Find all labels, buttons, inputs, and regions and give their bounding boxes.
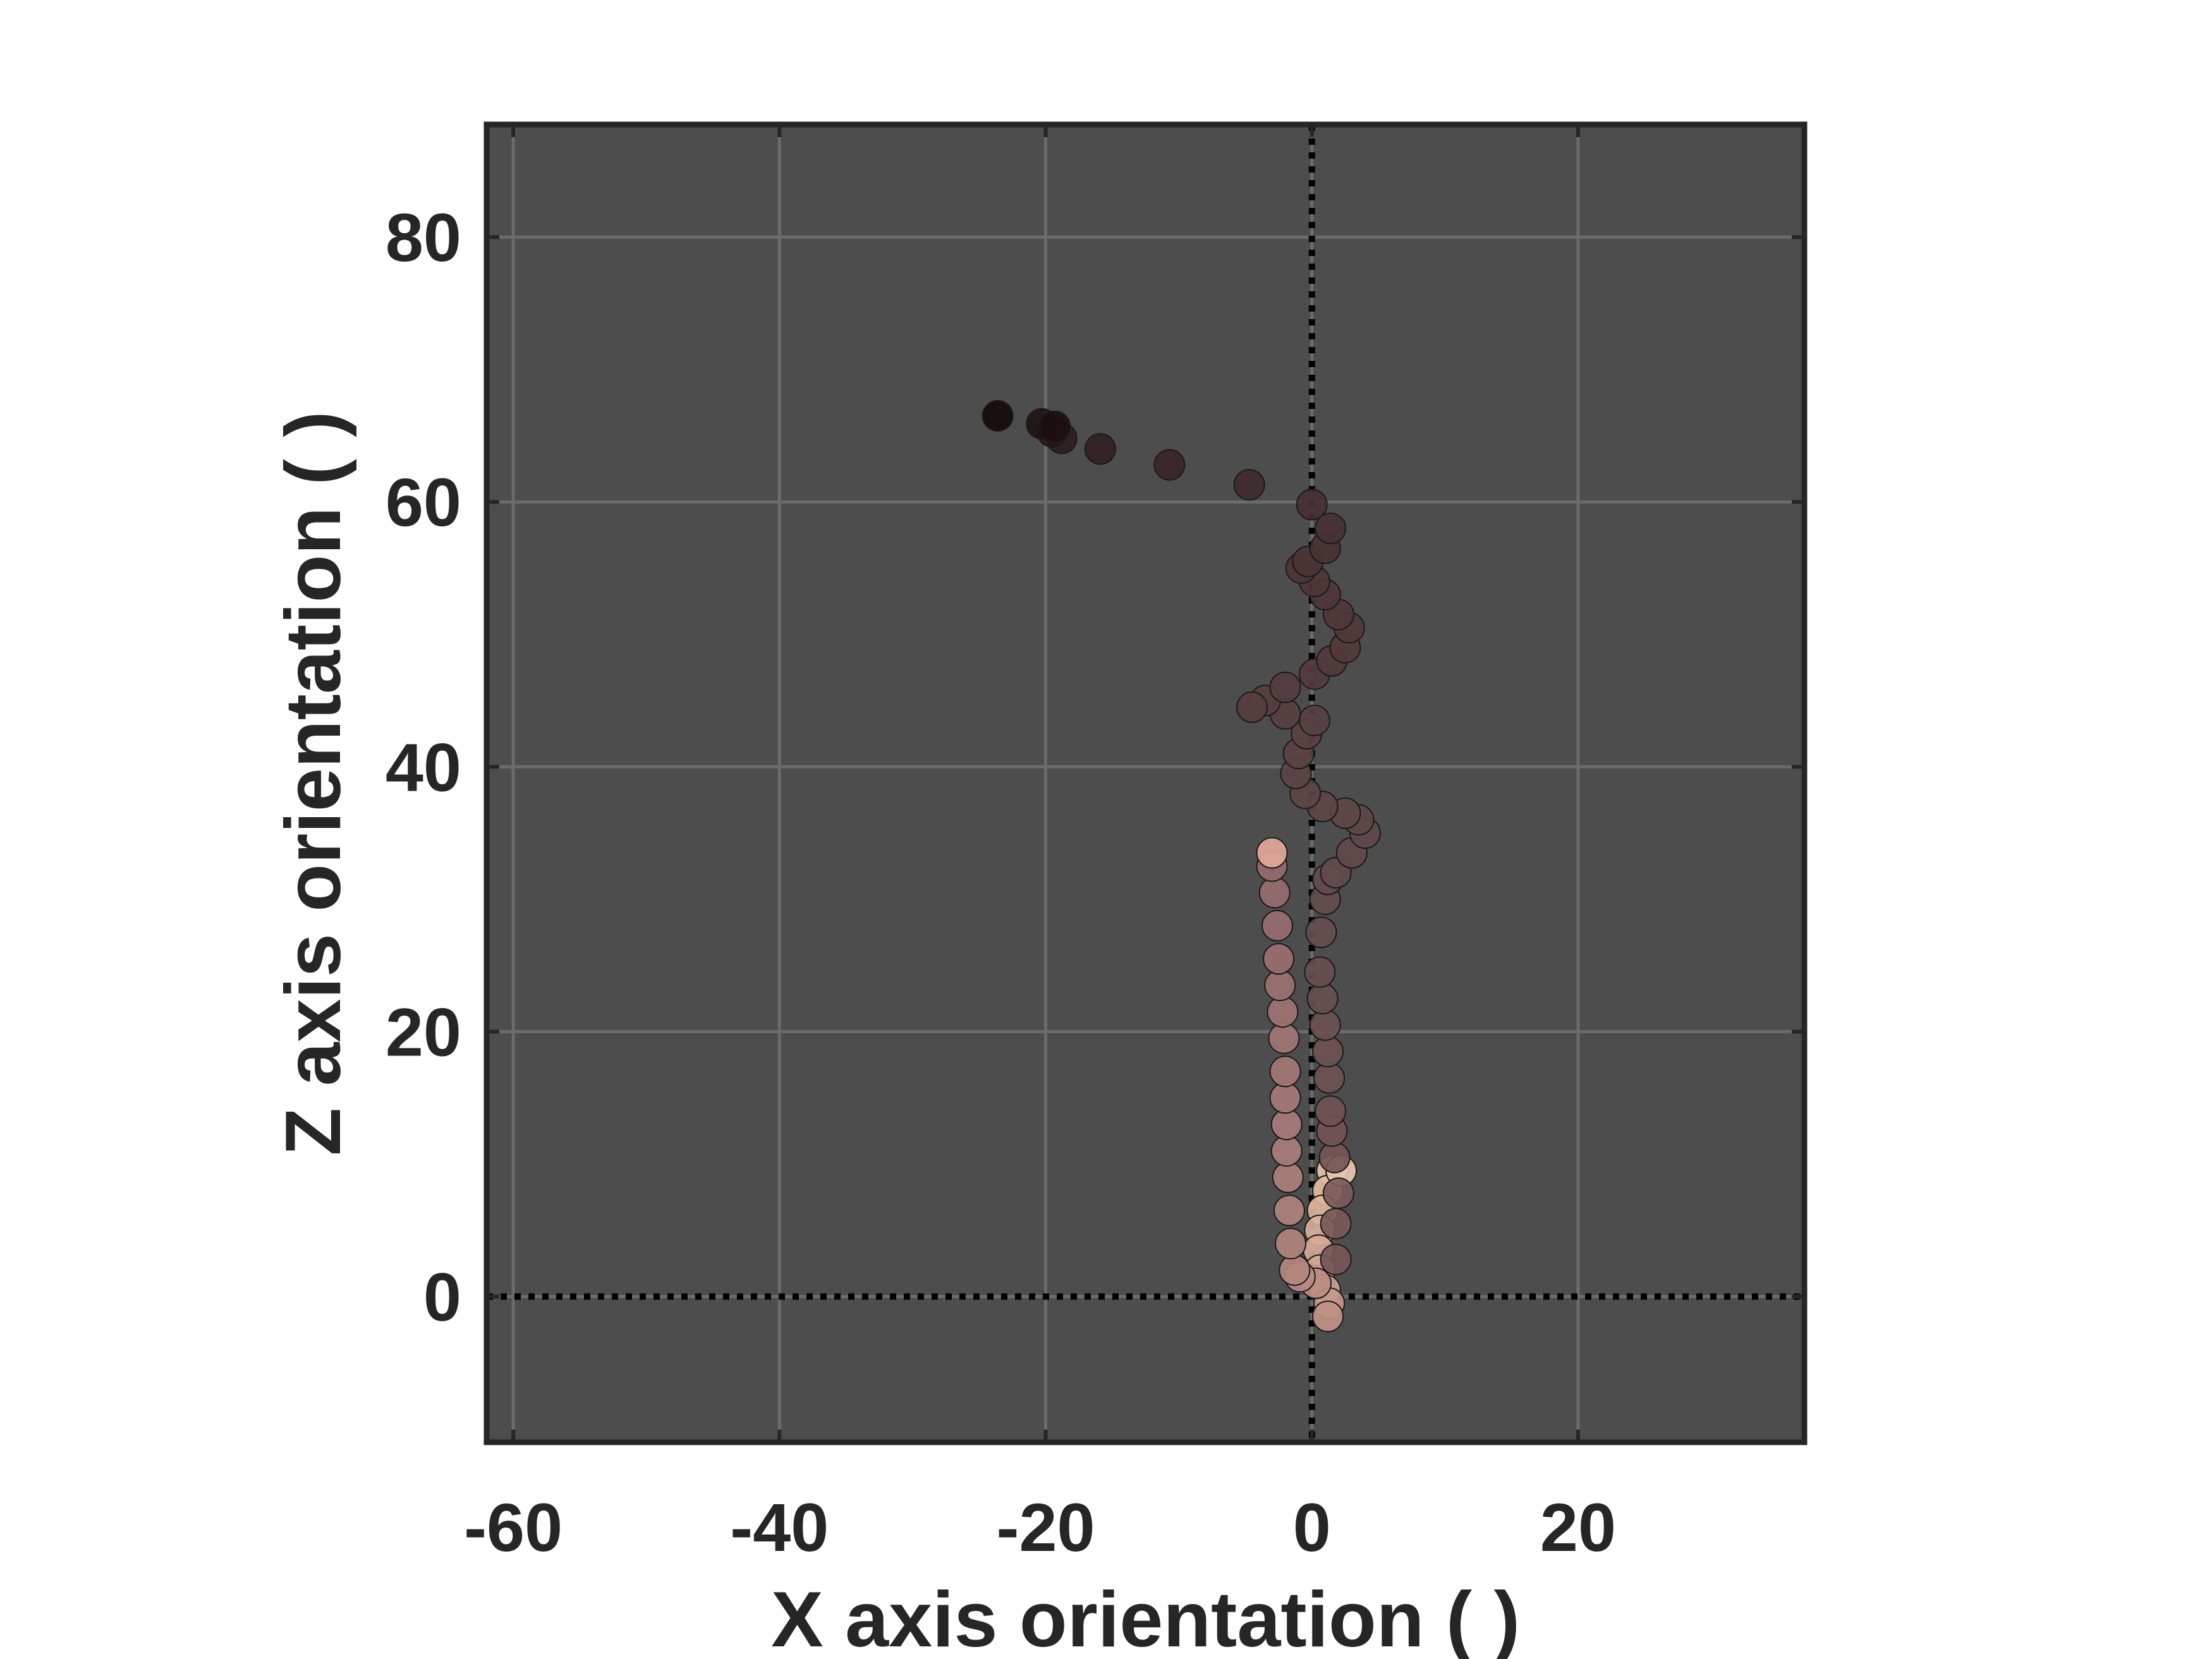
tick-marks: [487, 125, 1804, 1442]
data-point: [1279, 1254, 1311, 1286]
data-point: [1039, 410, 1071, 442]
data-point: [1256, 837, 1288, 869]
data-point: [1233, 468, 1265, 501]
y-tick-label: 0: [423, 1258, 461, 1335]
data-point: [1270, 1134, 1303, 1167]
data-point: [1273, 1194, 1305, 1227]
data-point: [1315, 513, 1347, 545]
data-point: [1322, 1177, 1354, 1210]
data-point: [1236, 691, 1268, 724]
data-point: [1296, 489, 1328, 521]
data-point: [1298, 704, 1330, 736]
data-point: [1261, 909, 1293, 942]
x-tick-labels: -60 -40 -20 0 20: [464, 1489, 1616, 1565]
y-tick-label: 60: [386, 464, 461, 540]
data-point: [1312, 1035, 1344, 1067]
data-point: [981, 400, 1014, 432]
data-point: [1304, 956, 1336, 988]
data-point: [1305, 916, 1337, 949]
y-axis-label: Z axis orientation ( ): [270, 411, 357, 1155]
x-axis-label: X axis orientation ( ): [771, 1576, 1520, 1659]
data-point: [1270, 1109, 1303, 1141]
data-point: [1269, 1055, 1301, 1088]
plot-frame: [483, 121, 1808, 1445]
data-point: [1269, 671, 1301, 703]
data-point: [1267, 995, 1299, 1028]
x-tick-label: -40: [730, 1489, 829, 1565]
x-tick-label: 0: [1293, 1489, 1331, 1565]
data-point: [1313, 1062, 1346, 1094]
data-point: [1320, 1208, 1352, 1240]
y-tick-label: 80: [386, 199, 461, 276]
data-point: [1318, 1141, 1351, 1174]
x-tick-label: -20: [996, 1489, 1095, 1565]
data-points: [981, 400, 1381, 1332]
data-point: [1264, 969, 1296, 1002]
data-point: [1272, 1161, 1304, 1193]
x-tick-label: 20: [1540, 1489, 1616, 1565]
data-point: [1263, 943, 1295, 975]
y-tick-label: 20: [386, 994, 461, 1070]
data-point: [1268, 1022, 1300, 1054]
y-tick-labels: 0 20 40 60 80: [386, 199, 461, 1335]
data-point: [1084, 433, 1116, 465]
x-tick-label: -60: [464, 1489, 562, 1565]
data-point: [1309, 1009, 1341, 1041]
y-tick-label: 40: [386, 729, 461, 805]
data-point: [1306, 983, 1339, 1015]
data-point: [1315, 1095, 1347, 1127]
data-point: [1153, 449, 1186, 481]
data-point: [1312, 1300, 1344, 1332]
data-point: [1275, 1227, 1307, 1260]
data-point: [1320, 1243, 1352, 1275]
plot-background: [487, 125, 1804, 1442]
data-point: [1258, 877, 1291, 909]
data-point: [1269, 1082, 1301, 1114]
